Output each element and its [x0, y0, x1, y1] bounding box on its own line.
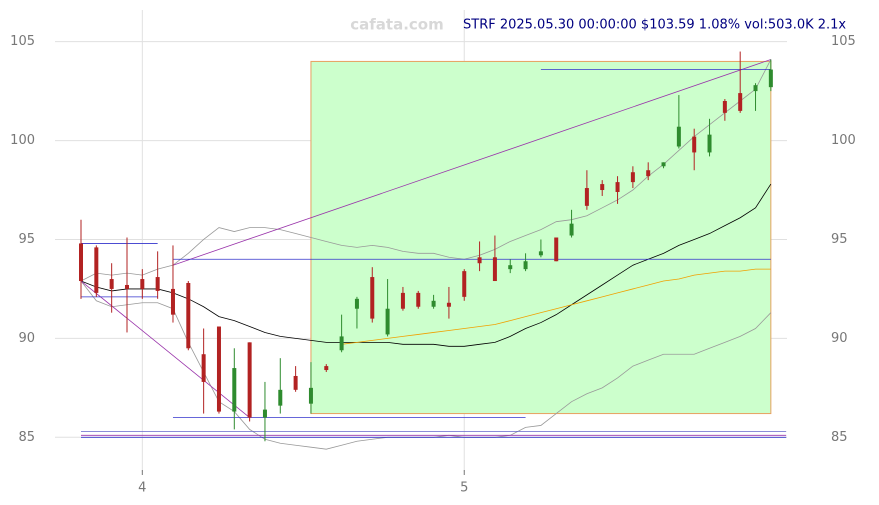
candle-body — [477, 257, 482, 264]
candle-body — [768, 69, 773, 88]
candle-body — [738, 93, 743, 111]
candle-body — [416, 292, 421, 307]
candle-body — [339, 336, 344, 351]
indicator-line — [80, 183, 772, 347]
candle-body — [385, 308, 390, 335]
candle-body — [293, 375, 298, 390]
indicator-line — [80, 59, 772, 282]
candle-body — [446, 302, 451, 307]
candle-body — [615, 182, 620, 192]
range-box — [310, 60, 772, 415]
y-tick-label-right: 105 — [831, 34, 856, 49]
candle-body — [262, 409, 267, 418]
candle-body — [186, 283, 191, 349]
y-tick-label-right: 100 — [831, 133, 856, 148]
candle-body — [170, 288, 175, 315]
y-tick-label: 95 — [18, 232, 35, 247]
candle-body — [140, 279, 145, 289]
candle-body — [554, 237, 559, 262]
candle-body — [661, 162, 666, 167]
candle-body — [324, 366, 329, 371]
candle-body — [722, 101, 727, 113]
candle-body — [492, 257, 497, 282]
candle-body — [630, 172, 635, 183]
candle-body — [308, 387, 313, 404]
chart-title: STRF 2025.05.30 00:00:00 $103.59 1.08% v… — [463, 18, 846, 33]
indicator-line — [341, 268, 771, 345]
overlay-line — [80, 280, 250, 418]
candle-body — [247, 342, 252, 418]
candle-body — [600, 184, 605, 191]
candle-body — [569, 223, 574, 236]
y-tick-label-right: 95 — [831, 232, 848, 247]
candle-body — [523, 261, 528, 270]
y-tick-label-right: 85 — [831, 430, 848, 445]
candle-body — [508, 265, 513, 270]
candle-body — [431, 300, 436, 307]
candle-body — [278, 389, 283, 406]
y-tick-label: 85 — [18, 430, 35, 445]
candle-body — [707, 134, 712, 153]
x-tick-label: 4 — [138, 481, 146, 496]
candle-body — [584, 188, 589, 206]
candle-body — [94, 247, 99, 293]
candle-body — [232, 368, 237, 412]
candle-body — [538, 251, 543, 256]
candle-body — [400, 292, 405, 309]
y-tick-label: 105 — [10, 34, 35, 49]
candle-body — [370, 277, 375, 319]
candle-body — [753, 85, 758, 92]
candle-body — [216, 326, 221, 412]
candle-body — [354, 298, 359, 309]
overlay-line — [172, 59, 771, 266]
x-tick-label: 5 — [460, 481, 468, 496]
candle-body — [692, 136, 697, 153]
candle-body — [79, 243, 83, 282]
y-tick-label-right: 90 — [831, 331, 848, 346]
candle-body — [109, 279, 114, 289]
y-tick-label: 100 — [10, 133, 35, 148]
candle-body — [462, 271, 467, 297]
y-tick-label: 90 — [18, 331, 35, 346]
candle-body — [201, 354, 206, 382]
candle-body — [646, 170, 651, 177]
candle-body — [676, 126, 681, 147]
plot: 85 85 90 90 95 95 100 100 105 105 4 5 — [10, 10, 856, 496]
candle-body — [124, 284, 129, 289]
candle-body — [155, 277, 160, 291]
watermark: cafata.com — [350, 16, 443, 34]
